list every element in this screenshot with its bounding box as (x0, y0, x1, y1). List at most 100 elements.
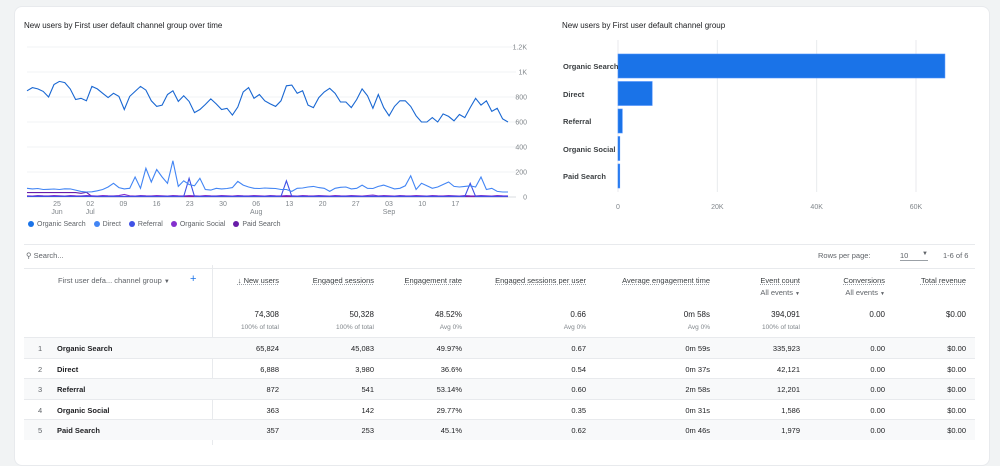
total-value: 0.00 (869, 310, 885, 319)
row-number: 1 (38, 344, 43, 353)
y-tick-label: 400 (515, 145, 527, 152)
total-subtext: 100% of total (336, 324, 374, 331)
column-header[interactable]: ↓ New users (237, 276, 279, 285)
divider (24, 244, 975, 245)
x-tick-label: 60K (910, 204, 923, 211)
total-subtext: Avg 0% (563, 324, 586, 331)
x-tick-month: Sep (383, 209, 396, 216)
column-header[interactable]: Event count (760, 276, 800, 285)
table-cell: 0.00 (870, 344, 885, 353)
x-tick-label: 06 (252, 201, 260, 208)
bar-category-label: Organic Social (563, 144, 616, 154)
column-header[interactable]: Conversions (843, 276, 885, 285)
table-row[interactable]: 3 Referral 872 541 53.14% 0.60 2m 58s 12,201 0.0… (24, 378, 975, 399)
dropdown-icon: ▼ (163, 279, 170, 285)
series-line-direct[interactable] (26, 160, 508, 193)
divider (24, 268, 975, 269)
legend-dot-icon (28, 221, 34, 227)
bar[interactable] (617, 81, 653, 106)
total-subtext: Avg 0% (439, 324, 462, 331)
column-header[interactable]: Engaged sessions per user (495, 276, 586, 285)
total-value: $0.00 (945, 310, 966, 319)
table-cell: $0.00 (947, 385, 966, 394)
row-number: 5 (38, 426, 43, 435)
x-tick-label: 13 (286, 201, 294, 208)
y-tick-label: 1K (518, 70, 527, 77)
dimension-selector[interactable]: First user defa... channel group ▼ (58, 276, 170, 285)
table-cell: 49.97% (436, 344, 462, 353)
total-subtext: 100% of total (241, 324, 279, 331)
pagination: 1-6 of 6 (943, 251, 969, 260)
table-cell: 0m 59s (685, 344, 710, 353)
table-cell: 335,923 (772, 344, 800, 353)
column-header[interactable]: Average engagement time (622, 276, 710, 285)
conversions-filter[interactable]: All events ▼ (845, 288, 885, 297)
legend-item[interactable]: Organic Social (170, 221, 225, 228)
dropdown-icon: ▼ (922, 251, 928, 257)
table-cell: 363 (266, 405, 279, 415)
search-input[interactable]: ⚲ Search... (26, 251, 64, 260)
x-tick-month: Aug (250, 209, 263, 216)
x-tick-label: 20 (319, 201, 327, 208)
bar-chart: 0 20K 40K 60K (616, 40, 946, 211)
table-row[interactable]: 1 Organic Search 65,824 45,083 49.97% 0.67 0m … (24, 337, 975, 358)
column-header[interactable]: Engaged sessions (312, 276, 374, 285)
table-cell: 253 (361, 426, 374, 435)
table-row[interactable]: 4 Organic Social 363 142 29.77% 0.35 0m 31s 1,5… (24, 398, 975, 420)
total-subtext: Avg 0% (687, 324, 710, 331)
table-cell: 0.60 (571, 385, 586, 394)
row-label: Referral (57, 385, 86, 394)
bar[interactable] (617, 108, 623, 134)
table-cell: 45,083 (351, 344, 374, 353)
table-cell: 42,121 (777, 364, 800, 374)
x-tick-label: 0 (616, 204, 620, 211)
table-cell: 45.1% (440, 426, 462, 435)
row-label: Paid Search (57, 426, 100, 435)
table-row[interactable]: 2 Direct 6,888 3,980 36.6% 0.54 0m 37s 42,121 0.… (24, 357, 975, 379)
line-chart-legend: Organic Search Direct Referral Organic Soci… (28, 221, 281, 228)
table-cell: $0.00 (947, 344, 966, 353)
x-tick-month: Jul (86, 209, 95, 216)
column-header[interactable]: Engagement rate (404, 276, 462, 285)
table-cell: 357 (266, 426, 279, 435)
legend-dot-icon (93, 221, 100, 227)
table-cell: 0.00 (870, 385, 885, 394)
total-value: 394,091 (771, 310, 800, 319)
legend-item[interactable]: Paid Search (233, 221, 281, 228)
rows-per-page-select[interactable]: 10 ▼ (900, 251, 928, 261)
table-cell: 541 (361, 385, 374, 394)
search-icon: ⚲ (26, 251, 32, 260)
bar[interactable] (617, 163, 621, 189)
legend-item[interactable]: Direct (93, 221, 121, 228)
bar-category-label: Organic Search (563, 62, 619, 71)
series-line-organic-search[interactable] (26, 80, 509, 123)
table-cell: 29.77% (436, 405, 462, 415)
table-cell: 1,979 (781, 426, 800, 435)
table-cell: 6,888 (260, 364, 279, 374)
total-value: 0m 58s (683, 310, 710, 319)
x-tick-label: 16 (153, 201, 161, 208)
bar-category-label: Referral (563, 117, 592, 126)
legend-dot-icon (170, 221, 177, 227)
table-cell: 872 (266, 385, 279, 394)
table-cell: 12,201 (777, 385, 800, 394)
table-cell: $0.00 (947, 364, 966, 374)
x-tick-label: 27 (352, 201, 360, 208)
rows-per-page-label: Rows per page: (818, 251, 871, 260)
x-tick-label: 10 (418, 201, 426, 208)
column-header[interactable]: Total revenue (920, 276, 966, 285)
x-tick-label: 23 (186, 201, 194, 208)
bar[interactable] (617, 53, 946, 79)
event-count-filter[interactable]: All events ▼ (760, 288, 800, 297)
x-tick-label: 09 (120, 201, 128, 208)
total-subtext: 100% of total (762, 324, 800, 331)
bar[interactable] (617, 136, 621, 161)
legend-item[interactable]: Referral (128, 221, 163, 228)
series-line-referral[interactable] (26, 176, 509, 198)
legend-item[interactable]: Organic Search (28, 221, 86, 228)
bar-category-label: Direct (563, 89, 585, 99)
x-tick-label: 20K (711, 204, 724, 211)
add-dimension-button[interactable]: + (190, 273, 197, 285)
y-tick-label: 800 (515, 95, 527, 102)
table-row[interactable]: 5 Paid Search 357 253 45.1% 0.62 0m 46s 1,979 0.… (24, 419, 975, 440)
